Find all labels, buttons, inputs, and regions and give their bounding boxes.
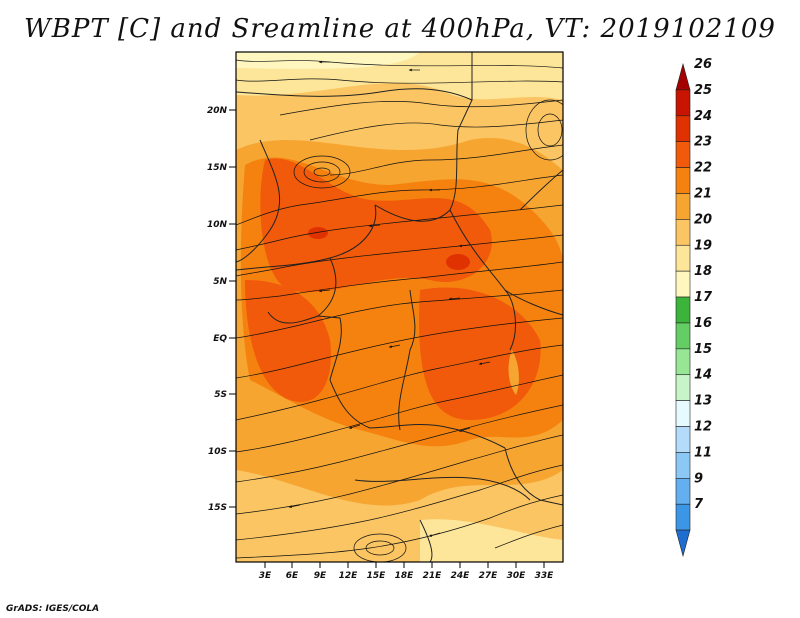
lon-label: 27E (479, 571, 499, 581)
colorbar-label: 19 (694, 238, 712, 253)
lat-label: 15N (207, 163, 228, 173)
lat-label: 10N (207, 220, 228, 230)
lon-label: 21E (423, 571, 443, 581)
lat-label: 15S (208, 503, 227, 513)
lon-label: 9E (314, 571, 327, 581)
colorbar-label: 7 (694, 497, 704, 512)
colorbar-label: 15 (694, 342, 712, 357)
lat-label: 10S (208, 447, 227, 457)
colorbar-swatch (675, 503, 691, 531)
colorbar-label: 22 (694, 161, 712, 176)
country-borders (236, 52, 563, 562)
colorbar-swatch (675, 322, 691, 350)
lat-label: 20N (207, 106, 228, 116)
longitude-axis: 3E 6E 9E 12E 15E 18E 21E 24E 27E 30E 33E (259, 562, 554, 581)
colorbar-label: 11 (694, 445, 712, 460)
colorbar-swatch (675, 193, 691, 220)
colorbar-swatch (675, 348, 691, 376)
colorbar-label: 24 (694, 109, 712, 124)
colorbar-swatch (675, 296, 691, 324)
lat-label: 5S (214, 390, 227, 400)
colorbar-top-arrow (675, 62, 691, 91)
lon-label: 18E (395, 571, 415, 581)
colorbar-swatch (675, 426, 691, 453)
latitude-axis: 20N 15N 10N 5N EQ 5S 10S 15S (207, 106, 236, 513)
colorbar-label: 21 (694, 186, 712, 201)
colorbar-label: 14 (694, 368, 712, 383)
footer-credit: GrADS: IGES/COLA (6, 604, 100, 614)
colorbar-swatch (675, 270, 691, 298)
wbpt-field (236, 52, 563, 562)
lat-label: EQ (213, 334, 227, 344)
colorbar-label: 9 (694, 471, 703, 486)
colorbar-swatch (675, 167, 691, 194)
colorbar: 26 25 24 23 22 21 20 19 18 17 16 15 14 13 12 11 9 7 (675, 57, 713, 558)
colorbar-swatch (675, 452, 691, 479)
colorbar-label: 23 (694, 135, 712, 150)
lon-label: 30E (507, 571, 527, 581)
colorbar-label: 20 (694, 212, 712, 227)
colorbar-swatch (675, 115, 691, 142)
lon-label: 6E (286, 571, 299, 581)
colorbar-swatch (675, 400, 691, 427)
colorbar-label: 18 (694, 264, 712, 279)
lon-label: 12E (339, 571, 359, 581)
lon-label: 24E (451, 571, 471, 581)
colorbar-swatch (675, 219, 691, 246)
map-frame (235, 51, 564, 563)
lon-label: 15E (367, 571, 387, 581)
colorbar-label: 13 (694, 394, 712, 409)
lat-label: 5N (213, 277, 227, 287)
colorbar-label: 25 (694, 83, 712, 98)
colorbar-bottom-arrow (675, 529, 691, 558)
colorbar-swatch (675, 244, 691, 272)
colorbar-swatch (675, 374, 691, 401)
colorbar-swatch (675, 89, 691, 117)
colorbar-swatch (675, 141, 691, 168)
colorbar-swatch (675, 478, 691, 505)
colorbar-label: 26 (694, 57, 712, 72)
colorbar-label: 12 (694, 420, 712, 435)
streamlines (236, 59, 563, 562)
lon-label: 3E (259, 571, 272, 581)
chart-title: WBPT [C] and Sreamline at 400hPa, VT: 20… (24, 14, 776, 44)
colorbar-label: 17 (694, 290, 713, 305)
colorbar-label: 16 (694, 316, 712, 331)
lon-label: 33E (535, 571, 555, 581)
